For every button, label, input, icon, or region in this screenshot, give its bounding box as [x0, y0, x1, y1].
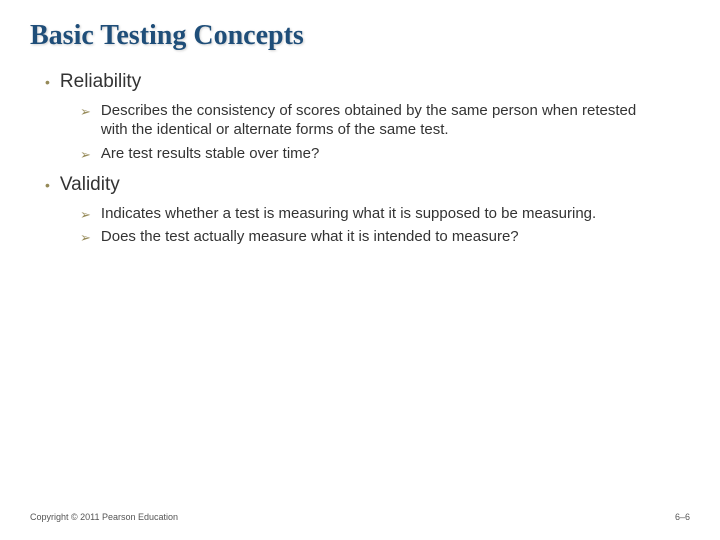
bullet-heading: Validity	[60, 173, 120, 198]
sub-item: ➢ Indicates whether a test is measuring …	[30, 204, 690, 224]
slide-footer: Copyright © 2011 Pearson Education 6–6	[30, 512, 690, 522]
sub-text: Describes the consistency of scores obta…	[101, 101, 660, 140]
arrow-icon: ➢	[80, 230, 91, 246]
arrow-icon: ➢	[80, 147, 91, 163]
arrow-icon: ➢	[80, 207, 91, 223]
slide-title: Basic Testing Concepts	[30, 20, 690, 52]
bullet-marker-icon: •	[45, 74, 50, 90]
sub-text: Are test results stable over time?	[101, 144, 319, 164]
bullet-reliability: • Reliability	[30, 70, 690, 95]
page-number: 6–6	[675, 512, 690, 522]
bullet-heading: Reliability	[60, 70, 141, 95]
sub-item: ➢ Does the test actually measure what it…	[30, 227, 690, 247]
sub-text: Indicates whether a test is measuring wh…	[101, 204, 596, 224]
sub-text: Does the test actually measure what it i…	[101, 227, 519, 247]
sub-item: ➢ Are test results stable over time?	[30, 144, 690, 164]
slide-container: Basic Testing Concepts • Reliability ➢ D…	[0, 0, 720, 540]
bullet-marker-icon: •	[45, 177, 50, 193]
sub-item: ➢ Describes the consistency of scores ob…	[30, 101, 690, 140]
bullet-validity: • Validity	[30, 173, 690, 198]
arrow-icon: ➢	[80, 104, 91, 120]
copyright-text: Copyright © 2011 Pearson Education	[30, 512, 178, 522]
